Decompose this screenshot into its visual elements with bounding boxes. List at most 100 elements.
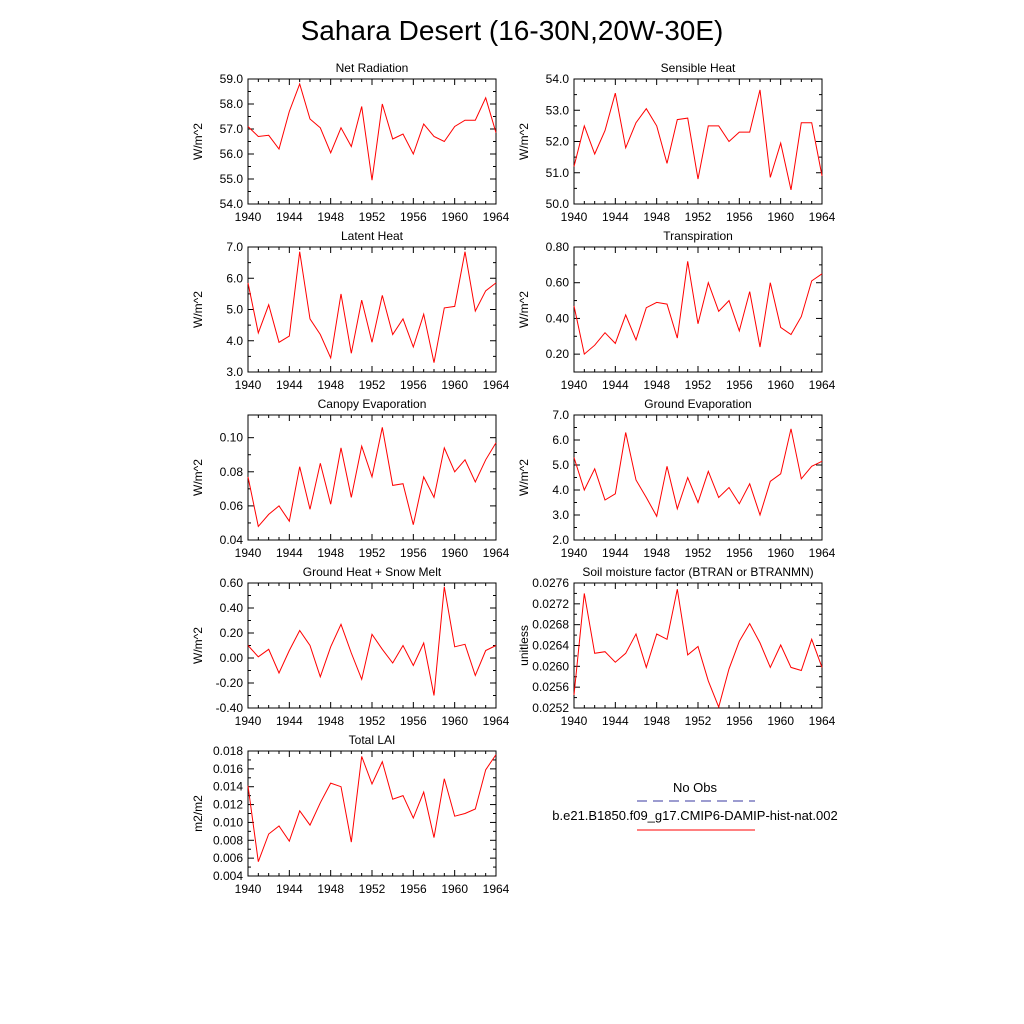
x-tick-label: 1948 [317,882,344,896]
y-tick-label: 58.0 [220,97,244,111]
legend-label-case: b.e21.B1850.f09_g17.CMIP6-DAMIP-hist-nat… [552,808,837,823]
panel-sensible-heat: Sensible Heat W/m^2 50.0 51.0 52.0 53.0 54.0 19… [517,61,836,224]
series-line [247,427,497,528]
x-tick-label: 1964 [809,210,836,224]
y-tick-label: -0.40 [216,701,244,715]
x-tick-label: 1964 [483,882,510,896]
x-tick-label: 1952 [359,210,386,224]
y-tick-label: 2.0 [552,533,569,547]
panel-title: Sensible Heat [661,61,736,75]
y-tick-label: 0.40 [546,311,570,325]
x-tick-label: 1960 [767,714,794,728]
x-tick-label: 1952 [359,882,386,896]
x-tick-label: 1956 [726,546,753,560]
plot-frame [247,750,497,877]
x-tick-label: 1948 [317,546,344,560]
series-line [247,754,497,862]
y-tick-label: 0.018 [213,744,243,758]
x-tick-label: 1964 [483,210,510,224]
x-tick-label: 1952 [359,378,386,392]
legend-label-obs: No Obs [673,780,718,795]
x-tick-label: 1952 [685,546,712,560]
y-axis-label: W/m^2 [191,123,205,160]
y-axis-label: W/m^2 [517,123,531,160]
x-tick-label: 1940 [235,546,262,560]
y-axis-label: m2/m2 [191,795,205,832]
y-tick-label: 0.0252 [532,701,569,715]
plot-frame [573,414,823,541]
x-tick-label: 1948 [317,714,344,728]
y-tick-label: 7.0 [226,240,243,254]
y-tick-label: 0.008 [213,833,243,847]
x-tick-label: 1956 [400,714,427,728]
x-tick-label: 1940 [561,210,588,224]
x-tick-label: 1964 [809,714,836,728]
x-tick-label: 1944 [602,714,629,728]
x-tick-label: 1940 [561,378,588,392]
y-tick-label: 3.0 [226,365,243,379]
y-tick-label: 0.0260 [532,659,569,673]
x-tick-label: 1952 [685,210,712,224]
y-tick-label: 0.006 [213,851,243,865]
series-line [573,261,823,356]
legend: No Obs b.e21.B1850.f09_g17.CMIP6-DAMIP-h… [552,780,838,831]
series-line [247,586,497,696]
x-tick-label: 1960 [441,210,468,224]
x-tick-label: 1944 [602,210,629,224]
y-tick-label: 0.012 [213,798,243,812]
y-tick-label: 4.0 [552,483,569,497]
y-tick-label: 0.010 [213,815,243,829]
y-tick-label: 55.0 [220,172,244,186]
x-tick-label: 1948 [643,546,670,560]
series-line [573,89,823,191]
x-tick-label: 1956 [400,546,427,560]
x-tick-label: 1956 [400,378,427,392]
y-tick-label: 59.0 [220,72,244,86]
y-tick-label: 0.20 [220,626,244,640]
panel-title: Net Radiation [336,61,409,75]
x-tick-label: 1964 [483,546,510,560]
y-tick-label: 0.014 [213,780,243,794]
panel-title: Ground Heat + Snow Melt [303,565,442,579]
panel-title: Total LAI [349,733,396,747]
x-tick-label: 1940 [235,882,262,896]
panel-title: Ground Evaporation [644,397,751,411]
panel-ground-evaporation: Ground Evaporation W/m^2 2.0 3.0 4.0 5.0 6.0 7.… [517,397,836,560]
x-tick-label: 1964 [809,546,836,560]
page-title: Sahara Desert (16-30N,20W-30E) [301,15,724,46]
y-tick-label: 5.0 [226,303,243,317]
series-line [573,589,823,709]
x-tick-label: 1952 [359,714,386,728]
x-tick-label: 1964 [483,714,510,728]
plot-frame [247,78,497,205]
x-tick-label: 1952 [685,378,712,392]
x-tick-label: 1956 [400,210,427,224]
y-tick-label: 0.0268 [532,618,569,632]
x-tick-label: 1960 [441,714,468,728]
x-tick-label: 1940 [235,714,262,728]
y-tick-label: 50.0 [546,197,570,211]
y-tick-label: 0.0276 [532,576,569,590]
y-tick-label: 3.0 [552,508,569,522]
panel-net-radiation: Net Radiation W/m^2 54.0 55.0 56.0 57.0 58.0 59… [191,61,510,224]
plot-frame [573,78,823,205]
y-tick-label: 0.60 [220,576,244,590]
panel-total-lai: Total LAI m2/m2 0.004 0.006 0.008 0.010 0.012 0… [191,733,510,896]
y-tick-label: 54.0 [220,197,244,211]
panel-title: Transpiration [663,229,733,243]
y-tick-label: 0.004 [213,869,243,883]
y-tick-label: -0.20 [216,676,244,690]
y-tick-label: 5.0 [552,458,569,472]
y-tick-label: 52.0 [546,135,570,149]
x-tick-label: 1944 [276,378,303,392]
panel-title: Soil moisture factor (BTRAN or BTRANMN) [582,565,813,579]
y-tick-label: 6.0 [226,271,243,285]
x-tick-label: 1944 [276,546,303,560]
series-line [247,82,497,181]
y-tick-label: 0.10 [220,431,244,445]
x-tick-label: 1952 [359,546,386,560]
y-axis-label: W/m^2 [517,459,531,496]
series-line [573,428,823,518]
y-tick-label: 0.08 [220,465,244,479]
x-tick-label: 1956 [726,210,753,224]
